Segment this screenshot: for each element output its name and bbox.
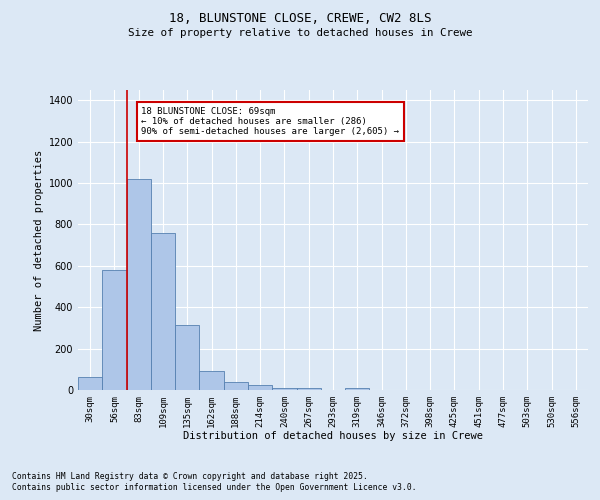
Bar (224, 382, 248, 390)
Bar (345, 388, 370, 390)
Text: Contains public sector information licensed under the Open Government Licence v3: Contains public sector information licen… (12, 484, 416, 492)
Text: 18 BLUNSTONE CLOSE: 69sqm
← 10% of detached houses are smaller (286)
90% of semi: 18 BLUNSTONE CLOSE: 69sqm ← 10% of detac… (141, 106, 399, 136)
Bar (272, 388, 296, 390)
Bar (127, 179, 151, 390)
Bar (78, 376, 102, 390)
Text: Contains HM Land Registry data © Crown copyright and database right 2025.: Contains HM Land Registry data © Crown c… (12, 472, 368, 481)
Y-axis label: Number of detached properties: Number of detached properties (34, 150, 44, 330)
Bar (151, 233, 175, 390)
Bar (102, 270, 127, 390)
X-axis label: Distribution of detached houses by size in Crewe: Distribution of detached houses by size … (183, 432, 483, 442)
Text: Size of property relative to detached houses in Crewe: Size of property relative to detached ho… (128, 28, 472, 38)
Bar (199, 372, 224, 390)
Text: 18, BLUNSTONE CLOSE, CREWE, CW2 8LS: 18, BLUNSTONE CLOSE, CREWE, CW2 8LS (169, 12, 431, 26)
Bar (248, 386, 272, 390)
Bar (296, 388, 321, 390)
Bar (175, 325, 199, 390)
